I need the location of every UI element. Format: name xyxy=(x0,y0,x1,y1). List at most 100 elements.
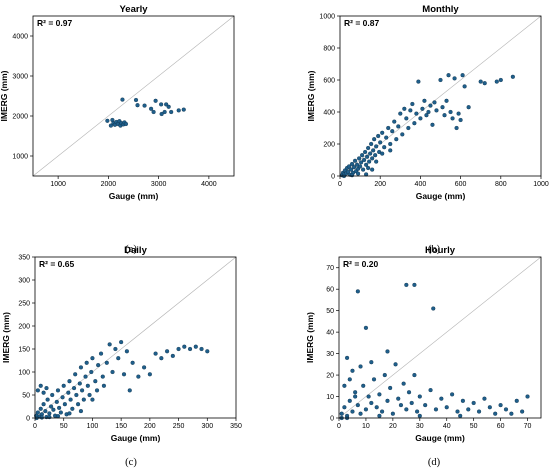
data-point xyxy=(107,342,112,347)
data-point xyxy=(442,113,447,118)
data-point xyxy=(71,386,77,391)
data-point xyxy=(339,411,344,416)
chart-3-frame xyxy=(338,256,542,419)
data-point xyxy=(514,398,519,403)
data-point xyxy=(113,346,118,352)
x-tick-label: 350 xyxy=(230,423,242,430)
chart-0-frame xyxy=(32,15,235,177)
data-point xyxy=(73,372,78,377)
data-point xyxy=(386,125,391,131)
data-point xyxy=(428,103,433,108)
data-point xyxy=(130,360,135,365)
data-point xyxy=(406,390,412,395)
data-point xyxy=(424,113,429,118)
data-point xyxy=(458,117,463,123)
data-point xyxy=(358,411,363,416)
data-point xyxy=(50,392,55,398)
x-tick-label: 50 xyxy=(470,423,478,430)
data-point xyxy=(388,141,393,147)
data-point xyxy=(482,396,487,401)
data-point xyxy=(58,410,63,415)
data-point xyxy=(385,398,390,403)
data-point xyxy=(342,383,347,388)
data-point xyxy=(363,407,369,412)
chart-1-y-axis-label: IMERG (mm) xyxy=(306,70,316,121)
chart-1-x-axis-label: Gauge (mm) xyxy=(416,191,466,201)
chart-2-caption: (c) xyxy=(125,457,137,468)
data-point xyxy=(378,140,383,145)
chart-0-points xyxy=(105,97,186,128)
data-point xyxy=(392,119,397,124)
data-point xyxy=(426,109,431,115)
data-point xyxy=(57,405,62,410)
data-point xyxy=(380,409,385,414)
data-point xyxy=(353,390,358,395)
chart-2-title: Daily xyxy=(124,245,147,256)
data-point xyxy=(398,111,403,116)
data-point xyxy=(142,103,147,108)
data-point xyxy=(60,395,65,400)
chart-1-r-squared-label: R² = 0.87 xyxy=(344,18,379,28)
data-point xyxy=(380,130,385,135)
data-point xyxy=(38,383,43,388)
y-tick-label: 800 xyxy=(323,46,335,53)
data-point xyxy=(84,360,89,365)
x-tick-label: 70 xyxy=(524,423,532,430)
data-point xyxy=(44,386,49,391)
chart-0-title: Yearly xyxy=(120,4,149,15)
x-tick-label: 1000 xyxy=(533,181,549,188)
data-point xyxy=(348,167,354,172)
data-point xyxy=(478,79,483,84)
data-point xyxy=(363,149,368,155)
x-tick-label: 400 xyxy=(415,181,427,188)
data-point xyxy=(440,105,445,110)
chart-3-caption: (d) xyxy=(428,457,441,468)
data-point xyxy=(35,388,40,393)
data-point xyxy=(49,404,54,409)
data-point xyxy=(458,413,463,418)
x-tick-label: 3000 xyxy=(151,181,167,188)
data-point xyxy=(78,365,84,370)
data-point xyxy=(494,79,499,84)
data-point xyxy=(452,76,457,81)
data-point xyxy=(374,405,379,410)
data-point xyxy=(384,135,389,140)
data-point xyxy=(366,145,371,151)
chart-0-r-squared-label: R² = 0.97 xyxy=(37,18,72,28)
data-point xyxy=(356,171,361,176)
data-point xyxy=(368,151,373,156)
data-point xyxy=(370,167,375,172)
x-tick-label: 0 xyxy=(33,423,37,430)
data-point xyxy=(346,164,352,169)
data-point xyxy=(176,108,181,113)
data-point xyxy=(66,390,71,395)
data-point xyxy=(47,411,52,416)
data-point xyxy=(355,403,360,408)
data-point xyxy=(169,109,174,115)
chart-0-caption: (a) xyxy=(125,244,137,255)
data-point xyxy=(153,351,158,356)
data-point xyxy=(358,164,363,169)
data-point xyxy=(476,409,482,414)
data-point xyxy=(371,377,377,382)
data-point xyxy=(41,390,46,395)
x-tick-label: 30 xyxy=(416,423,424,430)
data-point xyxy=(90,356,95,361)
data-point xyxy=(87,392,92,398)
data-point xyxy=(412,121,417,126)
data-point xyxy=(105,118,110,123)
x-tick-label: 250 xyxy=(173,423,185,430)
y-tick-label: 0 xyxy=(330,416,334,423)
y-tick-label: 60 xyxy=(326,287,334,294)
data-point xyxy=(412,372,417,378)
data-point xyxy=(402,106,407,111)
data-point xyxy=(371,148,376,153)
data-point xyxy=(349,161,355,167)
data-point xyxy=(382,145,387,150)
data-point xyxy=(404,282,409,287)
data-point xyxy=(96,363,101,368)
data-point xyxy=(101,383,106,388)
data-point xyxy=(83,374,88,379)
data-point xyxy=(116,356,121,361)
